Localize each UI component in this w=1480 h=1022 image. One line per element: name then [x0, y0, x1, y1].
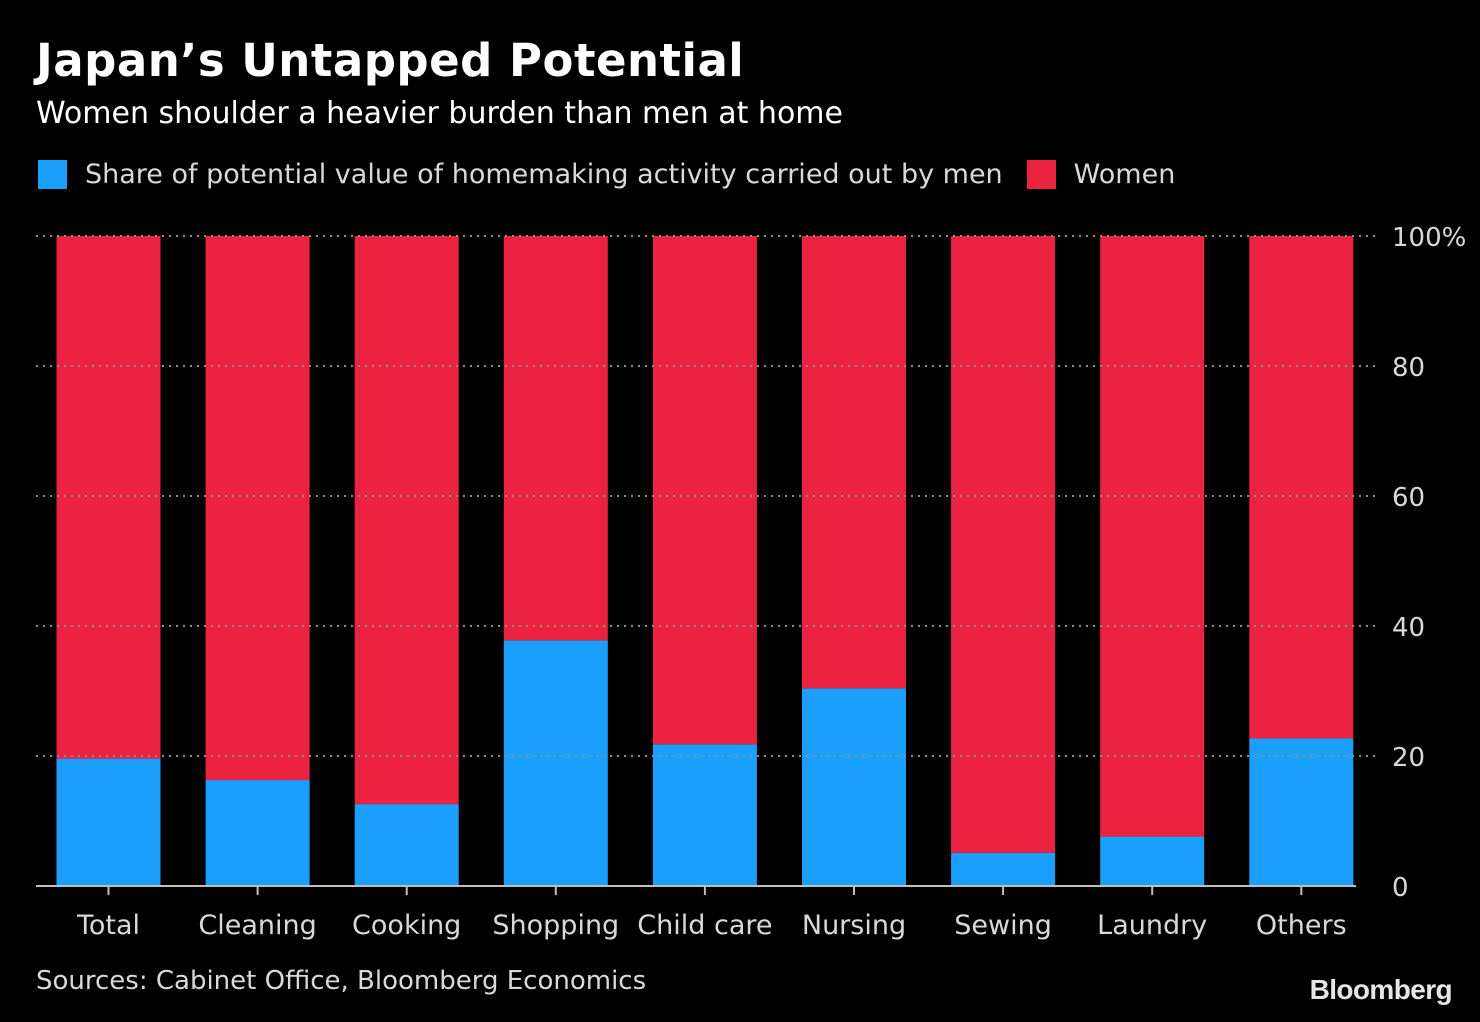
chart-title: Japan’s Untapped Potential — [36, 34, 745, 87]
y-tick-label: 0 — [1392, 873, 1409, 903]
legend-item-men: Share of potential value of homemaking a… — [38, 159, 1003, 190]
bar-women-total — [56, 236, 161, 759]
chart-subtitle: Women shoulder a heavier burden than men… — [36, 96, 843, 131]
x-tick-label: Cleaning — [198, 910, 316, 941]
legend-swatch-women — [1026, 159, 1056, 189]
y-tick-label: 100% — [1392, 223, 1466, 253]
bar-women-laundry — [1100, 236, 1205, 837]
bar-men-shopping — [503, 640, 608, 886]
bloomberg-logo: Bloomberg — [1309, 974, 1453, 1005]
legend-swatch-men — [38, 159, 67, 189]
x-tick-label: Total — [76, 910, 140, 941]
x-tick-label: Laundry — [1097, 910, 1207, 941]
legend-label-women: Women — [1073, 158, 1176, 190]
bar-men-others — [1249, 738, 1354, 886]
bar-men-total — [56, 758, 161, 886]
bar-men-nursing — [802, 688, 906, 886]
x-tick-label: Cooking — [352, 910, 461, 941]
x-tick-label: Nursing — [802, 910, 906, 941]
legend-label-men: Share of potential value of homemaking a… — [85, 158, 1003, 190]
y-tick-label: 80 — [1392, 353, 1425, 383]
chart-legend: Share of potential value of homemaking a… — [38, 156, 1199, 192]
x-tick-label: Sewing — [954, 910, 1052, 941]
bar-men-cooking — [354, 804, 459, 886]
x-tick-label: Child care — [637, 910, 772, 941]
y-tick-label: 60 — [1392, 483, 1425, 513]
x-tick-label: Others — [1256, 910, 1347, 941]
y-tick-label: 20 — [1392, 743, 1425, 773]
bar-men-sewing — [951, 852, 1056, 886]
x-tick-label: Shopping — [492, 910, 619, 941]
bar-women-cooking — [354, 236, 459, 805]
bar-men-child-care — [652, 744, 757, 886]
bar-men-cleaning — [205, 780, 310, 886]
source-note: Sources: Cabinet Office, Bloomberg Econo… — [36, 966, 647, 996]
legend-item-women: Women — [1026, 158, 1176, 190]
bar-women-child-care — [652, 236, 757, 745]
bar-women-others — [1249, 236, 1354, 739]
bar-women-cleaning — [205, 236, 310, 781]
bar-women-sewing — [951, 236, 1056, 853]
bar-women-nursing — [802, 236, 906, 689]
y-tick-label: 40 — [1392, 613, 1425, 643]
bar-men-laundry — [1100, 836, 1205, 886]
bar-women-shopping — [503, 236, 608, 641]
